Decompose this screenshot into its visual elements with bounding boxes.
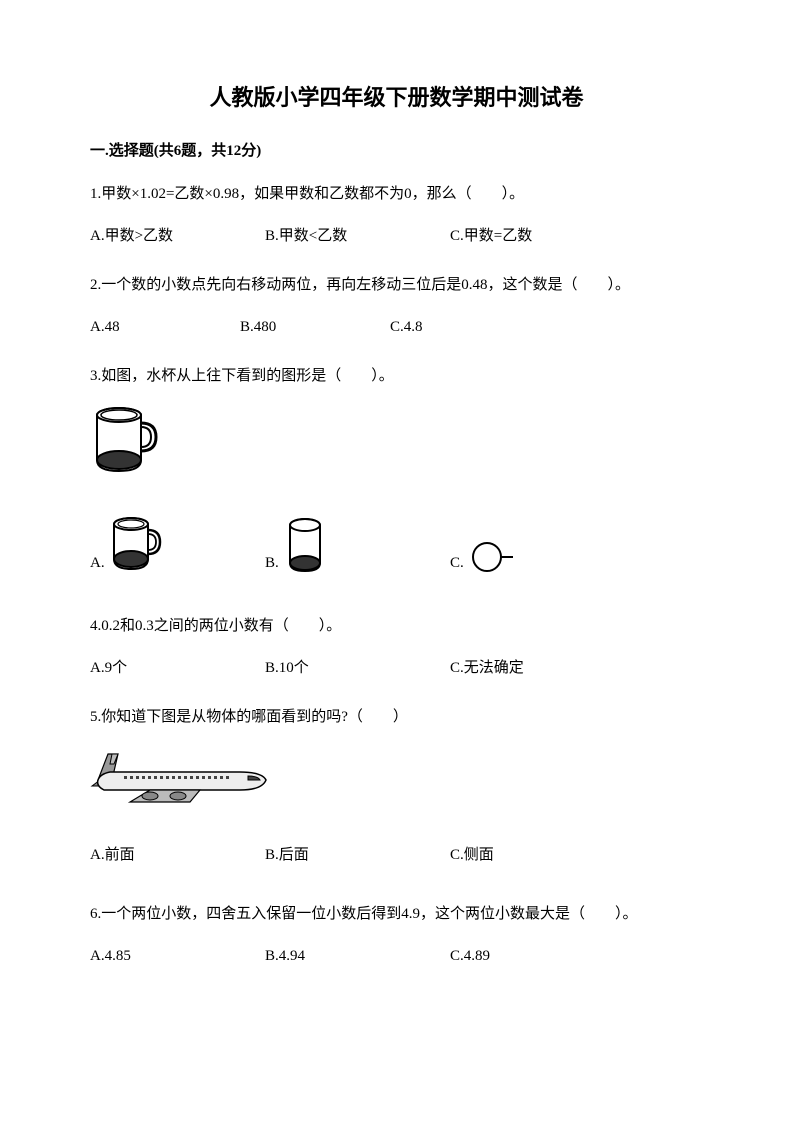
question-5: 5.你知道下图是从物体的哪面看到的吗?（ ） [90, 702, 703, 732]
q4-option-c: C.无法确定 [450, 655, 524, 682]
q3-option-a: A. [90, 515, 265, 575]
q6-option-a: A.4.85 [90, 943, 265, 970]
circle-handle-icon [470, 539, 516, 575]
q4-option-a: A.9个 [90, 655, 265, 682]
question-3: 3.如图，水杯从上往下看到的图形是（ ）。 [90, 361, 703, 391]
q3-option-b-label: B. [265, 551, 279, 575]
q2-option-a: A.48 [90, 314, 240, 341]
q6-option-c: C.4.89 [450, 943, 490, 970]
page-title: 人教版小学四年级下册数学期中测试卷 [90, 80, 703, 115]
q6-option-b: B.4.94 [265, 943, 450, 970]
q4-option-b: B.10个 [265, 655, 450, 682]
question-4: 4.0.2和0.3之间的两位小数有（ ）。 [90, 611, 703, 641]
question-2: 2.一个数的小数点先向右移动两位，再向左移动三位后是0.48，这个数是（ ）。 [90, 270, 703, 300]
q4-options: A.9个 B.10个 C.无法确定 [90, 655, 703, 682]
q3-option-c: C. [450, 539, 516, 575]
section-heading: 一.选择题(共6题，共12分) [90, 139, 703, 163]
cylinder-icon [285, 517, 325, 575]
q6-options: A.4.85 B.4.94 C.4.89 [90, 943, 703, 970]
q2-option-c: C.4.8 [390, 314, 423, 341]
cup-main-image [94, 405, 703, 485]
airplane-image [90, 746, 703, 814]
q1-option-b: B.甲数<乙数 [265, 223, 450, 250]
q3-option-c-label: C. [450, 551, 464, 575]
q1-option-c: C.甲数=乙数 [450, 223, 532, 250]
q3-option-a-label: A. [90, 551, 105, 575]
question-6: 6.一个两位小数，四舍五入保留一位小数后得到4.9，这个两位小数最大是（ ）。 [90, 899, 703, 929]
q2-options: A.48 B.480 C.4.8 [90, 314, 703, 341]
q2-option-b: B.480 [240, 314, 390, 341]
q3-option-b: B. [265, 517, 450, 575]
q5-option-b: B.后面 [265, 842, 450, 869]
q5-options: A.前面 B.后面 C.侧面 [90, 842, 703, 869]
q1-option-a: A.甲数>乙数 [90, 223, 265, 250]
q5-option-c: C.侧面 [450, 842, 494, 869]
q3-options: A. B. C. [90, 515, 703, 575]
q1-options: A.甲数>乙数 B.甲数<乙数 C.甲数=乙数 [90, 223, 703, 250]
cup-small-icon [111, 515, 166, 575]
q5-option-a: A.前面 [90, 842, 265, 869]
question-1: 1.甲数×1.02=乙数×0.98，如果甲数和乙数都不为0，那么（ ）。 [90, 179, 703, 209]
